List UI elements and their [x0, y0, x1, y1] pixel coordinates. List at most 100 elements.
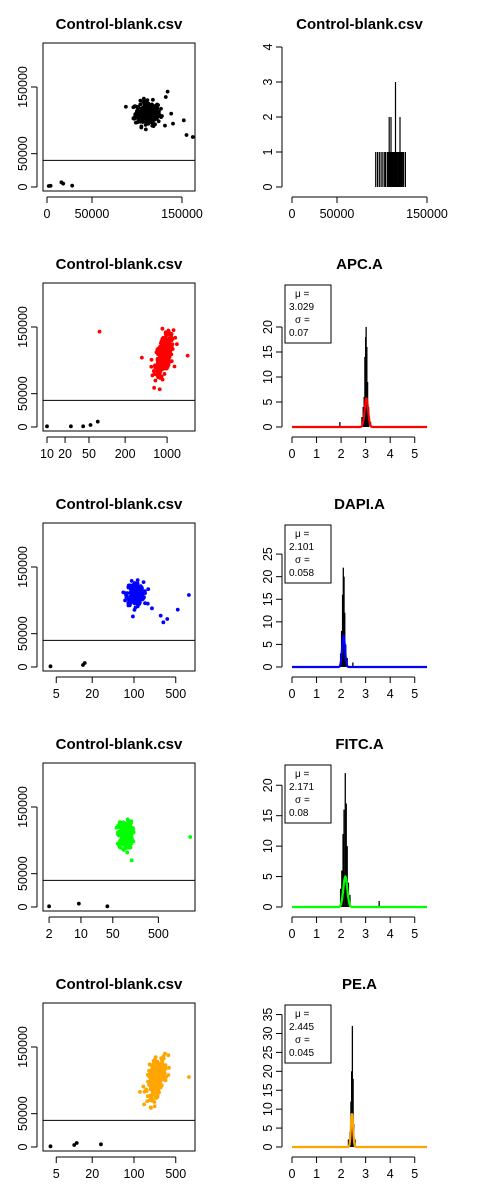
data-point — [155, 102, 159, 107]
panel-8: FITC.A 0 1 2 3 4 5 0 5 10 15 20 μ = 2.171 σ = 0.08 — [261, 736, 427, 941]
data-point — [47, 904, 51, 909]
x-tick-label: 3 — [362, 1167, 369, 1181]
data-point — [122, 843, 127, 848]
data-point — [121, 821, 126, 826]
plot-frame — [42, 1002, 196, 1152]
stats-legend-line: μ = — [295, 289, 310, 300]
data-point — [160, 326, 165, 331]
data-point — [184, 133, 189, 137]
data-point — [150, 1088, 154, 1093]
x-tick-label: 4 — [387, 447, 394, 461]
data-point — [142, 1089, 147, 1094]
stats-legend-line: 0.08 — [289, 808, 309, 819]
stats-legend-line: μ = — [295, 529, 310, 540]
data-point — [127, 583, 132, 588]
x-tick-label: 100 — [124, 1167, 145, 1181]
x-tick-label: 3 — [362, 447, 369, 461]
data-point — [139, 125, 144, 130]
data-point — [117, 845, 122, 849]
panel-title: Control-blank.csv — [56, 736, 183, 753]
data-point — [143, 117, 148, 122]
data-point — [159, 345, 164, 350]
data-point — [145, 106, 150, 111]
y-tick-label: 5 — [261, 1125, 275, 1132]
x-tick-label: 2 — [338, 447, 345, 461]
data-point — [155, 369, 160, 374]
x-tick-label: 5 — [411, 687, 418, 701]
x-tick-label: 50000 — [320, 207, 355, 221]
data-point — [120, 838, 125, 843]
panel-title: Control-blank.csv — [56, 16, 183, 33]
data-point — [130, 599, 134, 604]
data-point — [188, 835, 193, 839]
data-point — [137, 599, 142, 604]
x-tick-label: 0 — [289, 447, 296, 461]
panel-title: APC.A — [336, 256, 383, 273]
x-tick-label: 50 — [82, 447, 96, 461]
data-point — [163, 95, 168, 99]
y-tick-label: 20 — [261, 1064, 275, 1078]
x-tick-label: 10 — [40, 447, 54, 461]
data-point — [123, 598, 127, 603]
stats-legend-box — [284, 524, 332, 584]
x-tick-label: 1 — [313, 927, 320, 941]
y-tick-label: 10 — [261, 1102, 275, 1116]
data-point — [186, 1075, 191, 1079]
data-point — [143, 127, 148, 132]
data-point — [153, 1076, 157, 1081]
stats-legend-line: 0.045 — [289, 1048, 314, 1059]
x-tick-label: 50 — [106, 927, 120, 941]
stats-legend-line: σ = — [295, 315, 310, 326]
data-point — [129, 833, 134, 838]
x-tick-label: 4 — [387, 1167, 394, 1181]
data-point — [163, 1051, 167, 1056]
data-point — [131, 587, 136, 592]
stats-legend-line: μ = — [295, 769, 310, 780]
data-point — [159, 106, 163, 111]
data-point — [163, 343, 167, 348]
data-point — [167, 1065, 171, 1070]
x-tick-label: 150000 — [406, 207, 448, 221]
data-point — [158, 1063, 162, 1068]
x-tick-label: 2 — [338, 1167, 345, 1181]
y-tick-label: 50000 — [16, 856, 30, 891]
y-tick-label: 5 — [261, 641, 275, 648]
data-point — [136, 116, 141, 121]
data-point — [156, 346, 161, 351]
x-tick-label: 1000 — [153, 447, 181, 461]
data-point — [131, 105, 136, 110]
data-point — [151, 1092, 155, 1097]
y-tick-label: 0 — [16, 1143, 30, 1150]
panel-1: Control-blank.csv 0 50000 150000 0 50000 15000… — [16, 16, 203, 221]
data-point — [48, 664, 53, 669]
data-point — [121, 590, 126, 595]
y-tick-label: 3 — [261, 78, 275, 85]
data-point — [61, 181, 66, 186]
panel-title: Control-blank.csv — [56, 256, 183, 273]
data-point — [137, 586, 142, 591]
x-tick-label: 0 — [44, 207, 51, 221]
x-tick-label: 20 — [58, 447, 72, 461]
data-point — [161, 620, 166, 625]
x-tick-label: 200 — [115, 447, 136, 461]
data-point — [140, 114, 145, 119]
data-point — [157, 1090, 161, 1095]
data-point — [141, 580, 146, 585]
y-tick-label: 1 — [261, 148, 275, 155]
y-tick-label: 15 — [261, 592, 275, 606]
data-point — [146, 587, 151, 592]
y-tick-label: 0 — [261, 1143, 275, 1150]
stats-legend-line: 3.029 — [289, 302, 314, 313]
data-point — [76, 901, 81, 906]
y-tick-label: 50000 — [16, 376, 30, 411]
y-tick-label: 0 — [16, 903, 30, 910]
data-point — [154, 1087, 159, 1092]
x-tick-label: 1 — [313, 687, 320, 701]
y-tick-label: 0 — [16, 183, 30, 190]
x-tick-label: 0 — [289, 687, 296, 701]
stats-legend-line: σ = — [295, 555, 310, 566]
x-tick-label: 2 — [338, 927, 345, 941]
data-point — [169, 352, 174, 357]
data-point — [153, 1055, 158, 1060]
